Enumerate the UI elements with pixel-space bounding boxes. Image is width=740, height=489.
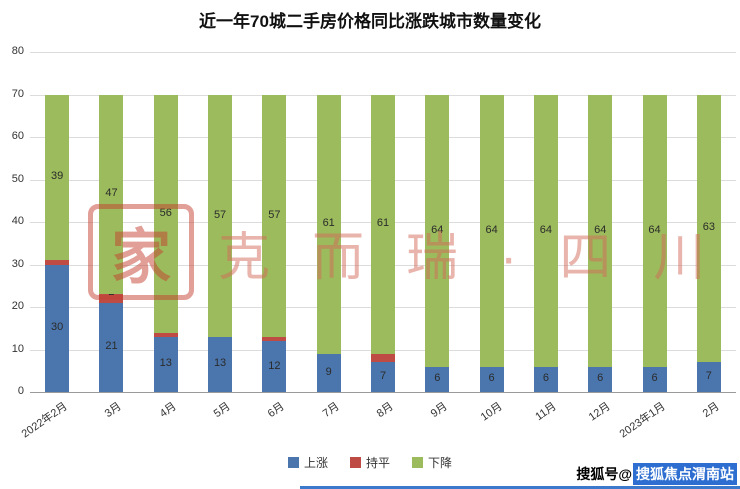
bar-value-label: 64 [594, 223, 607, 236]
bar-value-label: 7 [705, 370, 712, 383]
x-axis-label: 5月 [211, 400, 233, 421]
y-axis-label: 20 [11, 300, 24, 312]
footer-credit: 搜狐号@ 搜狐焦点渭南站 [575, 463, 737, 485]
y-axis-label: 80 [11, 45, 24, 57]
legend-item-下降: 下降 [412, 454, 452, 471]
bar-segment-持平 [45, 260, 70, 265]
bar-segment-下降 [533, 94, 558, 367]
bar-value-label: 57 [268, 208, 281, 221]
y-axis-label: 70 [11, 87, 24, 100]
legend-label: 持平 [365, 456, 390, 470]
bar-segment-下降 [371, 94, 395, 354]
x-axis-label: 3月 [103, 400, 125, 421]
legend-label: 上涨 [303, 456, 328, 470]
y-axis-label: 40 [11, 215, 24, 227]
bar-segment-下降 [425, 94, 450, 367]
legend-label: 下降 [428, 456, 453, 470]
bar-segment-上涨 [153, 336, 178, 392]
bar-value-label: 56 [159, 206, 172, 219]
x-axis-label: 12月 [586, 400, 613, 424]
bar-value-label: 6 [434, 372, 441, 385]
bar-segment-上涨 [533, 366, 558, 392]
y-axis-label: 30 [11, 257, 24, 270]
bar-segment-下降 [588, 94, 613, 367]
bar-segment-下降 [99, 94, 124, 295]
legend-swatch-icon [349, 457, 361, 468]
x-axis-label: 2023年1月 [617, 400, 668, 441]
y-axis-label: 60 [11, 130, 24, 142]
y-axis-label: 10 [11, 342, 24, 355]
y-axis-label: 50 [11, 172, 24, 185]
bar-segment-下降 [696, 94, 721, 363]
bottom-banner-edge [300, 486, 740, 489]
bar-segment-下降 [45, 94, 70, 261]
x-axis-label: 7月 [320, 400, 342, 421]
bar-value-label: 6 [651, 372, 658, 385]
x-axis-label: 10月 [478, 400, 505, 424]
bar-segment-持平 [371, 353, 395, 363]
bar-value-label: 61 [376, 217, 390, 230]
x-axis-label: 6月 [266, 400, 287, 421]
bar-segment-下降 [262, 94, 287, 337]
legend-item-持平: 持平 [349, 454, 390, 471]
bar-segment-上涨 [425, 366, 450, 392]
bar-value-label: 6 [488, 372, 495, 385]
bar-value-label: 13 [159, 357, 172, 370]
bar-segment-上涨 [316, 353, 341, 392]
bar-value-label: 30 [51, 321, 64, 334]
legend: 上涨 持平 下降 [0, 454, 740, 471]
x-axis-label: 8月 [374, 400, 396, 421]
bar-value-label: 61 [322, 217, 335, 230]
bar-value-label: 64 [539, 223, 553, 236]
bar-segment-上涨 [262, 341, 287, 392]
x-axis-label: 2月 [700, 400, 722, 421]
bar-value-label: 13 [213, 357, 227, 370]
bar-value-label: 6 [542, 372, 549, 385]
bar-value-label: 7 [379, 370, 387, 383]
x-axis-label: 11月 [533, 400, 559, 424]
bar-segment-上涨 [642, 366, 667, 392]
x-axis-label: 4月 [157, 400, 179, 421]
plot-area: 301392022年2月212473月131564月130575月121576月… [20, 52, 736, 440]
bar-segment-下降 [208, 94, 233, 337]
bar-segment-下降 [479, 94, 504, 367]
bar-value-label: 39 [51, 170, 64, 183]
bar-value-label: 64 [648, 223, 661, 236]
footer-credit-account: 搜狐焦点渭南站 [633, 463, 737, 485]
bar-segment-上涨 [371, 362, 395, 392]
bar-value-label: 6 [597, 372, 604, 385]
bar-segment-下降 [153, 94, 178, 333]
bar-value-label: 64 [431, 223, 444, 236]
gridline [30, 392, 736, 393]
bar-value-label: 9 [325, 365, 332, 378]
footer-credit-prefix: 搜狐号@ [575, 463, 633, 485]
bar-value-label: 64 [485, 223, 498, 236]
bar-segment-持平 [153, 332, 178, 337]
bar-value-label: 12 [268, 359, 281, 372]
gridline [30, 52, 736, 53]
bar-segment-持平 [262, 336, 287, 341]
bar-value-label: 63 [702, 221, 715, 234]
bar-segment-上涨 [696, 362, 721, 392]
bar-segment-上涨 [479, 366, 504, 392]
bar-segment-上涨 [588, 366, 613, 392]
x-axis-label: 2022年2月 [19, 400, 70, 441]
bar-value-label: 57 [213, 208, 227, 221]
chart-title: 近一年70城二手房价格同比涨跌城市数量变化 [199, 12, 541, 31]
bar-value-label: 47 [105, 187, 118, 200]
bar-value-label: 21 [105, 340, 118, 353]
legend-item-上涨: 上涨 [287, 454, 328, 471]
bar-segment-下降 [642, 94, 667, 367]
y-axis-label: 0 [17, 385, 24, 397]
x-axis-label: 9月 [428, 400, 450, 421]
bar-segment-下降 [316, 94, 341, 354]
bar-segment-上涨 [208, 336, 233, 392]
legend-swatch-icon [287, 457, 299, 468]
legend-swatch-icon [412, 457, 423, 468]
bar-segment-上涨 [45, 264, 70, 392]
bar-segment-上涨 [99, 302, 124, 392]
